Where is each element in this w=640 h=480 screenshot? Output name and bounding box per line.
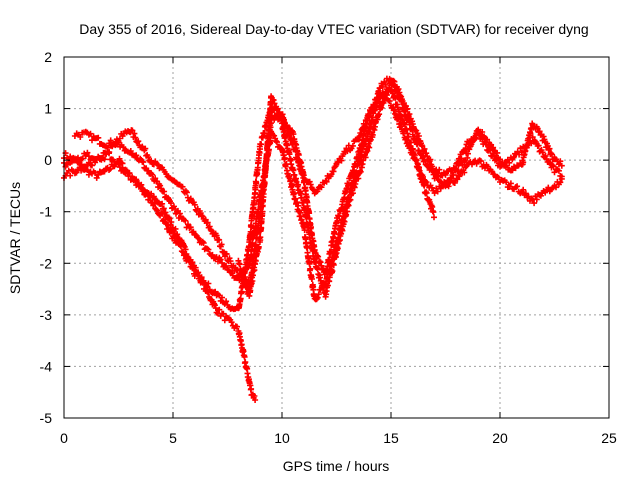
x-axis-label: GPS time / hours — [283, 458, 390, 474]
chart-title: Day 355 of 2016, Sidereal Day-to-day VTE… — [79, 21, 588, 37]
y-tick-label: -3 — [40, 307, 53, 323]
series-points — [235, 91, 565, 293]
x-tick-label: 15 — [383, 430, 399, 446]
x-tick-label: 20 — [492, 430, 508, 446]
y-tick-label: 0 — [44, 152, 52, 168]
y-tick-label: -2 — [40, 255, 53, 271]
x-tick-label: 5 — [169, 430, 177, 446]
x-tick-label: 25 — [601, 430, 617, 446]
y-tick-label: -4 — [40, 358, 53, 374]
y-tick-label: -5 — [40, 410, 53, 426]
y-axis-label: SDTVAR / TECUs — [7, 182, 23, 294]
y-tick-label: -1 — [40, 204, 53, 220]
plot-frame — [63, 56, 610, 419]
series-track-5 — [235, 91, 565, 293]
y-axis: 2 1 0 -1 -2 -3 -4 -5 — [40, 49, 609, 426]
data-series — [61, 75, 565, 403]
y-tick-label: 2 — [44, 49, 52, 65]
x-tick-label: 10 — [274, 430, 290, 446]
x-axis: 0 5 10 15 20 25 — [60, 57, 617, 446]
x-tick-label: 0 — [60, 430, 68, 446]
y-tick-label: 1 — [44, 101, 52, 117]
